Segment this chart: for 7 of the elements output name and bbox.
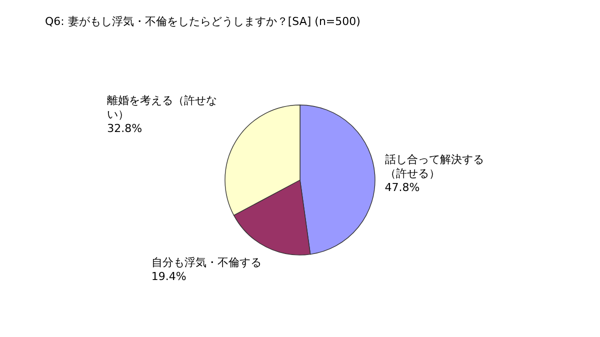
slice-label: 話し合って解決する（許せる） — [384, 153, 484, 180]
data-label: 19.4% — [151, 270, 186, 283]
data-label: 47.8% — [384, 181, 420, 194]
data-label: 32.8% — [107, 122, 142, 136]
chart-title: Q6: 妻がもし浮気・不倫をしたらどうしますか？[SA] (n=500) — [45, 14, 360, 29]
slice-label: 離婚を考える（許せない） — [107, 94, 218, 122]
slice-label: 自分も浮気・不倫する — [151, 256, 262, 269]
